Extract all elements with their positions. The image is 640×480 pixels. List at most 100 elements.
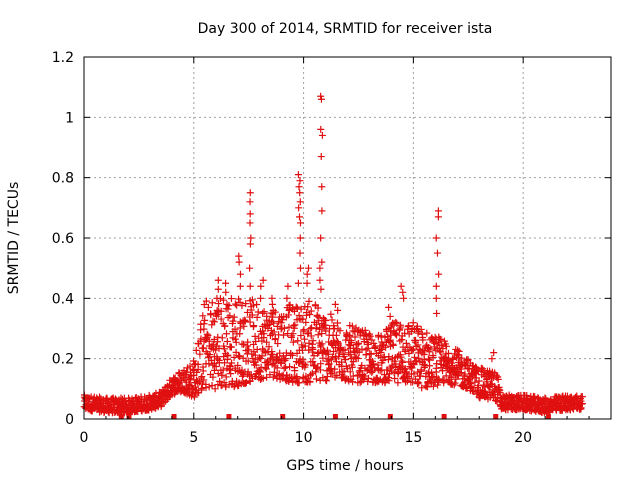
data-point [427, 345, 435, 353]
data-point [365, 374, 373, 382]
data-point [401, 329, 409, 337]
data-point [268, 294, 276, 302]
data-point [253, 301, 261, 309]
data-point [269, 351, 277, 359]
baseline-flag [126, 414, 132, 419]
data-point [292, 303, 300, 311]
data-point [397, 362, 405, 370]
data-point [244, 338, 252, 346]
data-point [259, 276, 267, 284]
data-point [223, 330, 231, 338]
data-point [296, 234, 304, 242]
data-point [496, 389, 504, 397]
data-point [268, 348, 276, 356]
data-point [432, 294, 440, 302]
data-point [246, 282, 254, 290]
data-point [331, 300, 339, 308]
data-point [273, 353, 281, 361]
data-point [260, 308, 268, 316]
data-point [424, 355, 432, 363]
data-point [385, 377, 393, 385]
data-point [262, 365, 270, 373]
data-point [236, 270, 244, 278]
data-point [412, 336, 420, 344]
data-points [80, 92, 586, 417]
data-point [415, 354, 423, 362]
data-point [301, 335, 309, 343]
data-point [219, 366, 227, 374]
data-point [378, 346, 386, 354]
data-point [304, 330, 312, 338]
data-point [347, 339, 355, 347]
data-point [355, 339, 363, 347]
data-point [273, 322, 281, 330]
data-point [342, 355, 350, 363]
data-point [410, 361, 418, 369]
data-point [309, 345, 317, 353]
data-point [285, 323, 293, 331]
data-point [280, 324, 288, 332]
data-point [380, 371, 388, 379]
data-point [250, 322, 258, 330]
data-point [285, 378, 293, 385]
data-point [423, 329, 431, 337]
data-point [296, 177, 304, 185]
data-point [291, 321, 299, 329]
baseline-flag [387, 414, 393, 419]
data-point [354, 354, 362, 362]
data-point [270, 368, 278, 376]
data-point [234, 352, 242, 360]
data-point [349, 378, 357, 386]
data-point [280, 331, 287, 339]
data-point [212, 346, 220, 354]
data-point [389, 340, 397, 348]
data-point [382, 343, 390, 351]
data-point [236, 282, 244, 290]
data-point [401, 365, 409, 373]
data-point [223, 337, 231, 345]
data-point [235, 295, 243, 303]
data-point [219, 296, 227, 304]
y-tick-labels: 0 0.2 0.4 0.6 0.8 1 1.2 [52, 50, 74, 428]
data-point [295, 183, 303, 191]
data-point [247, 371, 255, 379]
data-point [302, 361, 310, 369]
data-point [404, 325, 412, 333]
data-point [360, 376, 368, 384]
data-point [248, 311, 256, 319]
data-point [297, 332, 305, 340]
data-point [206, 351, 214, 359]
data-point [267, 354, 275, 362]
data-point [315, 313, 323, 321]
baseline-flag [332, 414, 338, 419]
data-point [222, 288, 230, 296]
data-point [209, 317, 217, 325]
data-point [295, 204, 303, 212]
data-point [455, 353, 463, 361]
data-point [296, 249, 304, 257]
data-point [385, 303, 393, 311]
data-point [221, 322, 229, 330]
x-tick-label: 10 [295, 430, 313, 446]
data-point [314, 304, 322, 312]
data-point [224, 351, 232, 359]
data-point [227, 295, 235, 303]
data-point [294, 337, 302, 345]
data-point [323, 377, 331, 385]
data-point [465, 365, 473, 373]
data-point [284, 282, 292, 290]
data-point [217, 315, 225, 323]
data-point [214, 285, 222, 293]
data-point [203, 333, 211, 341]
data-point [212, 362, 220, 370]
data-point [488, 355, 496, 363]
data-point [312, 325, 320, 333]
data-point [328, 369, 336, 377]
data-point [392, 318, 400, 326]
data-point [222, 373, 230, 381]
data-point [294, 279, 302, 287]
data-point [414, 341, 422, 349]
data-point [305, 346, 313, 354]
data-point [211, 385, 219, 393]
data-point [313, 364, 321, 372]
